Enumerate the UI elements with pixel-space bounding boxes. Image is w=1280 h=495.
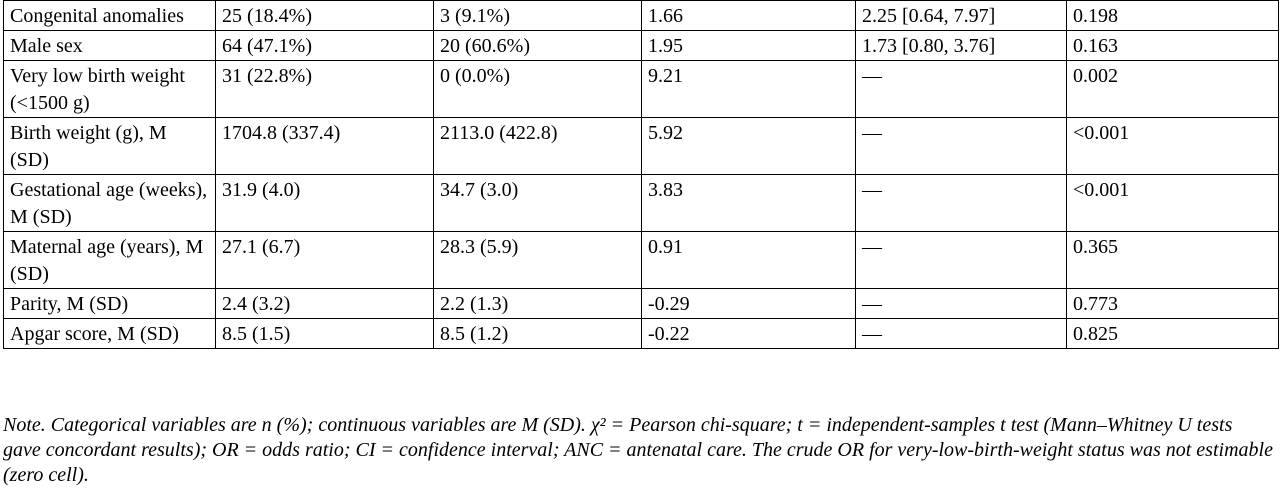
- row-label: Gestational age (weeks), M (SD): [3, 174, 216, 232]
- table-cell: 20 (60.6%): [433, 30, 642, 61]
- table-cell: 2113.0 (422.8): [433, 117, 642, 175]
- table-cell: 9.21: [641, 60, 856, 118]
- table-cell: 1.73 [0.80, 3.76]: [855, 30, 1067, 61]
- table-cell: 25 (18.4%): [215, 0, 434, 31]
- table-cell: 1.66: [641, 0, 856, 31]
- table-cell: —: [855, 117, 1067, 175]
- table-cell: 0.91: [641, 231, 856, 289]
- table-cell: 0.825: [1066, 318, 1279, 349]
- table-cell: 31 (22.8%): [215, 60, 434, 118]
- table-row: Apgar score, M (SD) 8.5 (1.5) 8.5 (1.2) -0.…: [3, 318, 1279, 349]
- table-cell: —: [855, 60, 1067, 118]
- table-cell: 3.83: [641, 174, 856, 232]
- table-row: Very low birth weight (<1500 g) 31 (22.8%…: [3, 60, 1279, 118]
- table-body: Congenital anomalies 25 (18.4%) 3 (9.1%) 1.…: [3, 0, 1279, 349]
- table-row: Birth weight (g), M (SD) 1704.8 (337.4) 21…: [3, 117, 1279, 175]
- table-cell: 0.198: [1066, 0, 1279, 31]
- row-label: Male sex: [3, 30, 216, 61]
- row-label: Parity, M (SD): [3, 288, 216, 319]
- table-cell: 0.365: [1066, 231, 1279, 289]
- table-cell: -0.29: [641, 288, 856, 319]
- table-cell: 1704.8 (337.4): [215, 117, 434, 175]
- row-label: Maternal age (years), M (SD): [3, 231, 216, 289]
- table-cell: 28.3 (5.9): [433, 231, 642, 289]
- table-cell: 31.9 (4.0): [215, 174, 434, 232]
- table-cell: 0.002: [1066, 60, 1279, 118]
- row-label: Very low birth weight (<1500 g): [3, 60, 216, 118]
- data-table: Congenital anomalies 25 (18.4%) 3 (9.1%) 1.…: [3, 0, 1279, 349]
- table-cell: —: [855, 288, 1067, 319]
- table-cell: —: [855, 174, 1067, 232]
- row-label: Apgar score, M (SD): [3, 318, 216, 349]
- table-cell: 8.5 (1.5): [215, 318, 434, 349]
- row-label: Congenital anomalies: [3, 0, 216, 31]
- table-cell: 3 (9.1%): [433, 0, 642, 31]
- table-row: Male sex 64 (47.1%) 20 (60.6%) 1.95 1.73 [0.…: [3, 30, 1279, 61]
- table-cell: 64 (47.1%): [215, 30, 434, 61]
- table-cell: 5.92: [641, 117, 856, 175]
- table-cell: 2.4 (3.2): [215, 288, 434, 319]
- table-cell: —: [855, 231, 1067, 289]
- table-row: Gestational age (weeks), M (SD) 31.9 (4.0…: [3, 174, 1279, 232]
- table-note: Note. Categorical variables are n (%); c…: [3, 414, 1273, 486]
- table-cell: 34.7 (3.0): [433, 174, 642, 232]
- table-cell: 0.163: [1066, 30, 1279, 61]
- table-cell: <0.001: [1066, 174, 1279, 232]
- table-row: Congenital anomalies 25 (18.4%) 3 (9.1%) 1.…: [3, 0, 1279, 31]
- row-label: Birth weight (g), M (SD): [3, 117, 216, 175]
- table-cell: 2.25 [0.64, 7.97]: [855, 0, 1067, 31]
- table-cell: 0 (0.0%): [433, 60, 642, 118]
- table-cell: 1.95: [641, 30, 856, 61]
- table-cell: -0.22: [641, 318, 856, 349]
- table-cell: 2.2 (1.3): [433, 288, 642, 319]
- table-cell: 8.5 (1.2): [433, 318, 642, 349]
- table-cell: <0.001: [1066, 117, 1279, 175]
- table-row: Parity, M (SD) 2.4 (3.2) 2.2 (1.3) -0.29—0.…: [3, 288, 1279, 319]
- table-cell: —: [855, 318, 1067, 349]
- table-cell: 0.773: [1066, 288, 1279, 319]
- table-row: Maternal age (years), M (SD) 27.1 (6.7) 28…: [3, 231, 1279, 289]
- table-cell: 27.1 (6.7): [215, 231, 434, 289]
